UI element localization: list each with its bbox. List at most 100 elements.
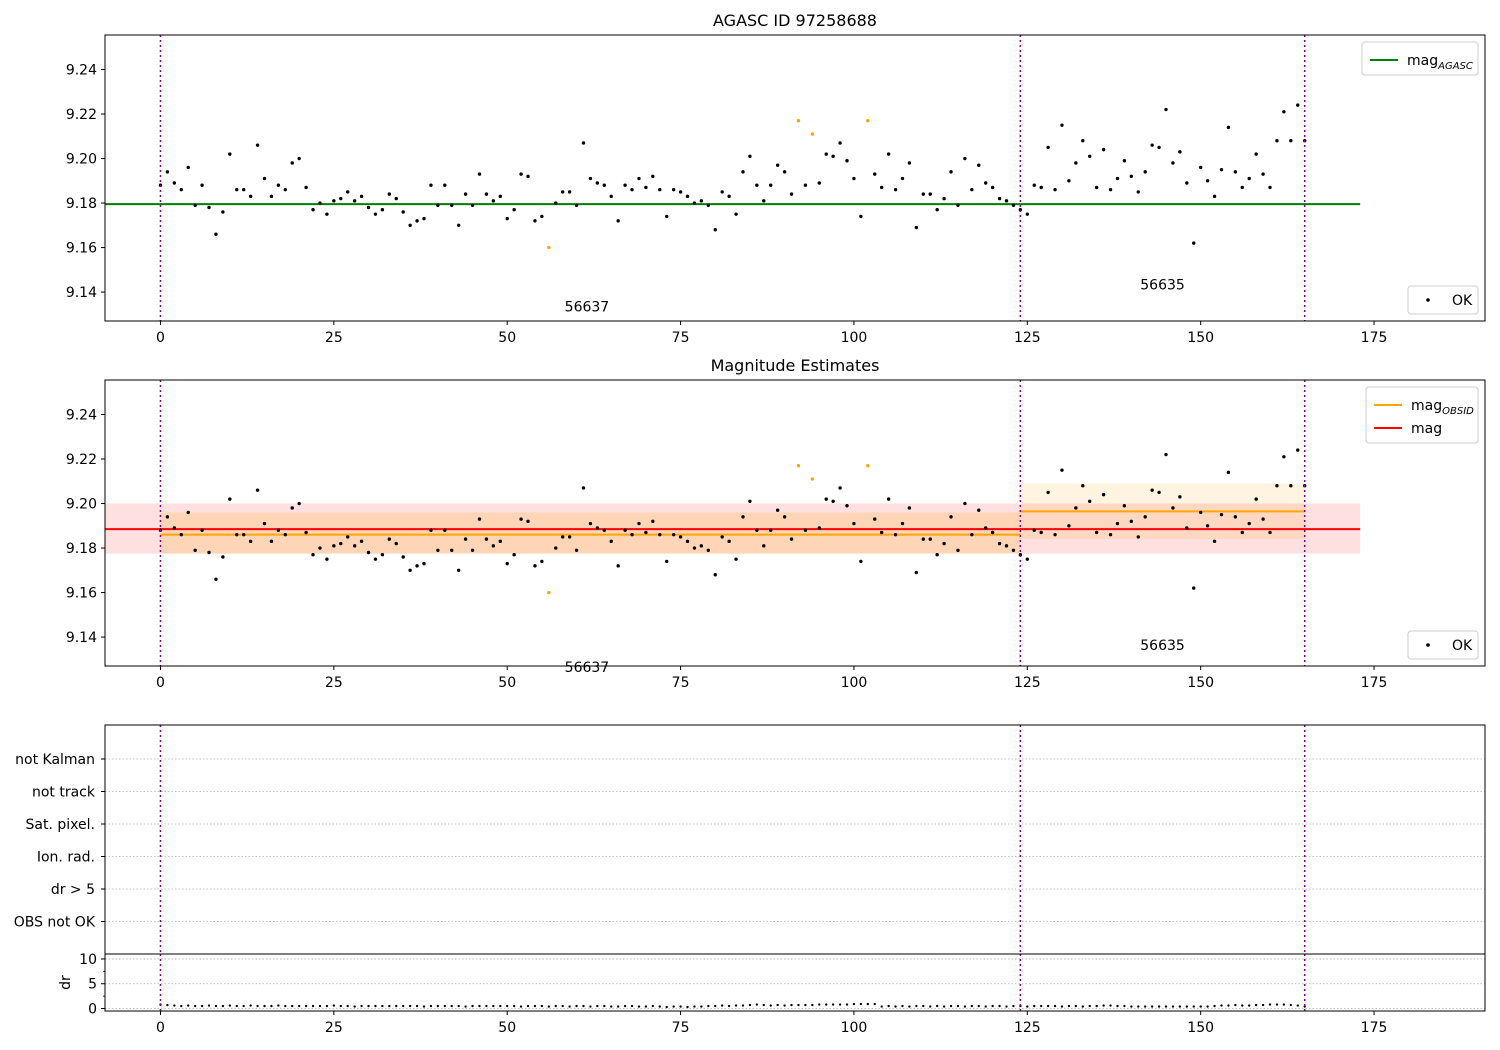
data-point	[852, 176, 856, 181]
data-point	[782, 170, 787, 174]
dr-point	[1296, 1004, 1299, 1007]
dr-point	[651, 1004, 655, 1008]
data-point	[463, 192, 468, 196]
data-point	[845, 504, 849, 508]
dr-point	[214, 1004, 218, 1008]
data-point	[207, 205, 211, 210]
x-tick-label: 50	[498, 330, 516, 346]
dr-point	[1150, 1005, 1154, 1008]
data-point	[990, 185, 995, 190]
data-point	[1094, 530, 1099, 535]
data-point	[380, 553, 385, 557]
dr-point	[166, 1003, 169, 1007]
dr-point	[1067, 1004, 1071, 1008]
data-point	[1240, 185, 1244, 190]
data-point	[1074, 506, 1078, 510]
data-point	[498, 539, 502, 544]
data-point	[1081, 484, 1085, 488]
dr-point	[415, 1004, 419, 1008]
data-point	[935, 553, 939, 557]
data-point	[1150, 143, 1154, 147]
dr-point	[554, 1004, 557, 1008]
dr-point	[769, 1004, 772, 1007]
data-point	[394, 196, 398, 201]
data-point	[1178, 150, 1182, 154]
data-point	[651, 519, 655, 524]
data-point	[1122, 159, 1127, 163]
flagged-point	[810, 477, 815, 481]
data-point	[373, 212, 378, 216]
dr-point	[929, 1005, 932, 1008]
data-point	[1192, 241, 1196, 245]
data-point	[415, 564, 419, 568]
dr-point	[741, 1004, 745, 1007]
data-point	[408, 223, 412, 227]
legend-label: OK	[1452, 638, 1473, 654]
axes-frame	[104, 379, 1486, 667]
data-point	[200, 528, 204, 532]
data-point	[1289, 484, 1293, 488]
y-tick-label: 5	[88, 977, 97, 993]
data-point	[1088, 499, 1092, 503]
dr-point	[589, 1005, 592, 1008]
plot-area	[105, 35, 1361, 321]
data-point	[1185, 526, 1189, 530]
data-point	[241, 187, 246, 192]
data-point	[755, 528, 759, 532]
dr-point	[374, 1004, 377, 1008]
data-point	[713, 573, 717, 577]
data-point	[734, 557, 738, 561]
dr-point	[922, 1004, 925, 1008]
dr-point	[845, 1003, 849, 1006]
dr-point	[1268, 1003, 1272, 1006]
dr-point	[748, 1003, 752, 1007]
data-point	[241, 532, 246, 537]
dr-point	[1130, 1005, 1133, 1008]
flagged-point	[866, 463, 870, 468]
dr-point	[519, 1005, 523, 1008]
data-point	[1282, 455, 1286, 459]
data-point	[984, 526, 988, 530]
data-point	[380, 208, 385, 212]
dr-point	[1074, 1004, 1078, 1008]
dr-point	[1046, 1004, 1050, 1008]
data-point	[873, 172, 877, 176]
data-point	[824, 497, 828, 501]
dr-point	[1171, 1005, 1175, 1008]
data-point	[1289, 139, 1293, 143]
data-point	[186, 510, 190, 515]
data-point	[484, 537, 489, 541]
data-point	[463, 537, 468, 541]
dr-point	[353, 1005, 356, 1008]
data-point	[1025, 557, 1030, 561]
data-point	[214, 232, 218, 236]
data-point	[935, 208, 939, 212]
data-point	[817, 526, 821, 530]
dr-point	[526, 1004, 530, 1008]
data-point	[1233, 170, 1238, 174]
dr-point	[284, 1004, 287, 1008]
data-point	[415, 219, 419, 223]
flagged-point	[547, 245, 551, 250]
data-point	[845, 159, 849, 163]
dr-point	[1088, 1004, 1091, 1008]
data-point	[658, 532, 662, 537]
dr-point	[603, 1004, 606, 1008]
x-tick-label: 150	[1187, 1020, 1214, 1036]
dr-point	[1282, 1003, 1286, 1006]
dr-point	[533, 1004, 537, 1008]
data-point	[1219, 512, 1224, 517]
dr-point	[1261, 1003, 1265, 1007]
dr-point	[693, 1005, 696, 1008]
data-point	[1171, 161, 1175, 165]
data-point	[658, 187, 662, 192]
dr-point	[1144, 1005, 1147, 1008]
dr-point	[915, 1004, 918, 1008]
data-point	[581, 486, 586, 490]
dr-point	[991, 1004, 994, 1008]
data-point	[1171, 506, 1175, 510]
data-point	[276, 528, 281, 532]
data-point	[443, 528, 447, 532]
data-point	[741, 170, 745, 174]
data-point	[616, 219, 620, 223]
